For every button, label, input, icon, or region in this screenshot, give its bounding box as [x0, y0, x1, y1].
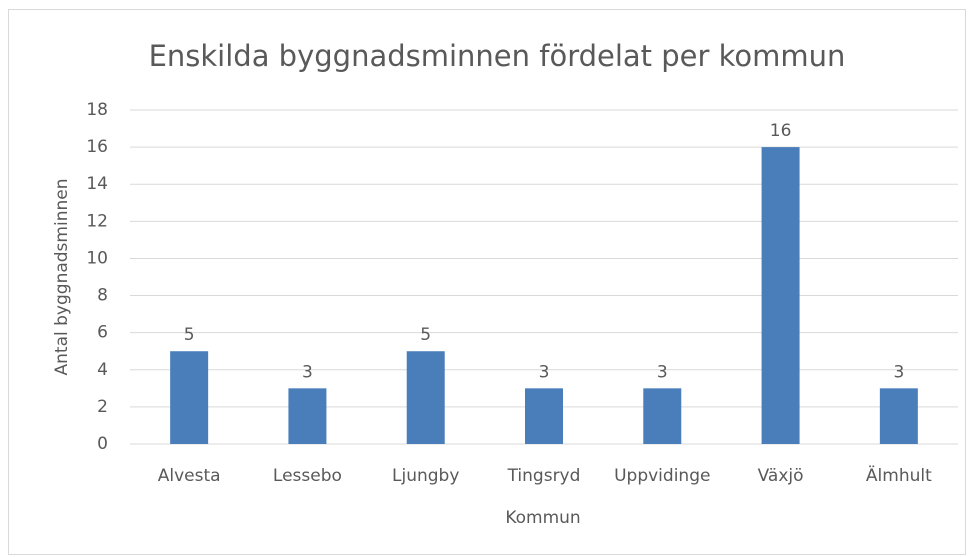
x-tick-label: Lessebo	[273, 466, 342, 486]
bar	[406, 351, 445, 444]
y-tick-label: 12	[86, 211, 108, 231]
bar	[879, 388, 918, 444]
y-tick-label: 16	[86, 137, 108, 157]
x-tick-label: Växjö	[758, 466, 804, 486]
y-axis-title: Antal byggnadsminnen	[52, 179, 72, 376]
data-label: 3	[539, 362, 550, 382]
data-label: 3	[657, 362, 668, 382]
bar	[525, 388, 563, 444]
x-axis-title: Kommun	[505, 508, 580, 528]
y-tick-label: 6	[97, 323, 108, 343]
y-tick-label: 14	[86, 174, 108, 194]
y-tick-label: 18	[86, 100, 108, 120]
data-label: 3	[893, 362, 904, 382]
x-tick-label: Tingsryd	[507, 466, 581, 486]
data-label: 5	[420, 325, 431, 345]
y-tick-label: 4	[97, 360, 108, 380]
data-label: 16	[770, 121, 792, 141]
x-tick-label: Uppvidinge	[614, 466, 710, 486]
y-tick-label: 10	[86, 248, 108, 268]
bar	[170, 351, 209, 444]
chart-border	[8, 9, 966, 555]
data-label: 3	[302, 362, 313, 382]
y-tick-label: 2	[97, 397, 108, 417]
bar	[761, 147, 800, 444]
x-tick-label: Älmhult	[866, 465, 932, 486]
y-tick-label: 8	[97, 286, 108, 306]
chart-title: Enskilda byggnadsminnen fördelat per kom…	[149, 39, 846, 73]
x-tick-label: Ljungby	[392, 466, 459, 486]
x-tick-label: Alvesta	[158, 466, 221, 486]
y-tick-label: 0	[97, 434, 108, 454]
data-label: 5	[184, 325, 195, 345]
bar	[288, 388, 327, 444]
bar	[643, 388, 682, 444]
